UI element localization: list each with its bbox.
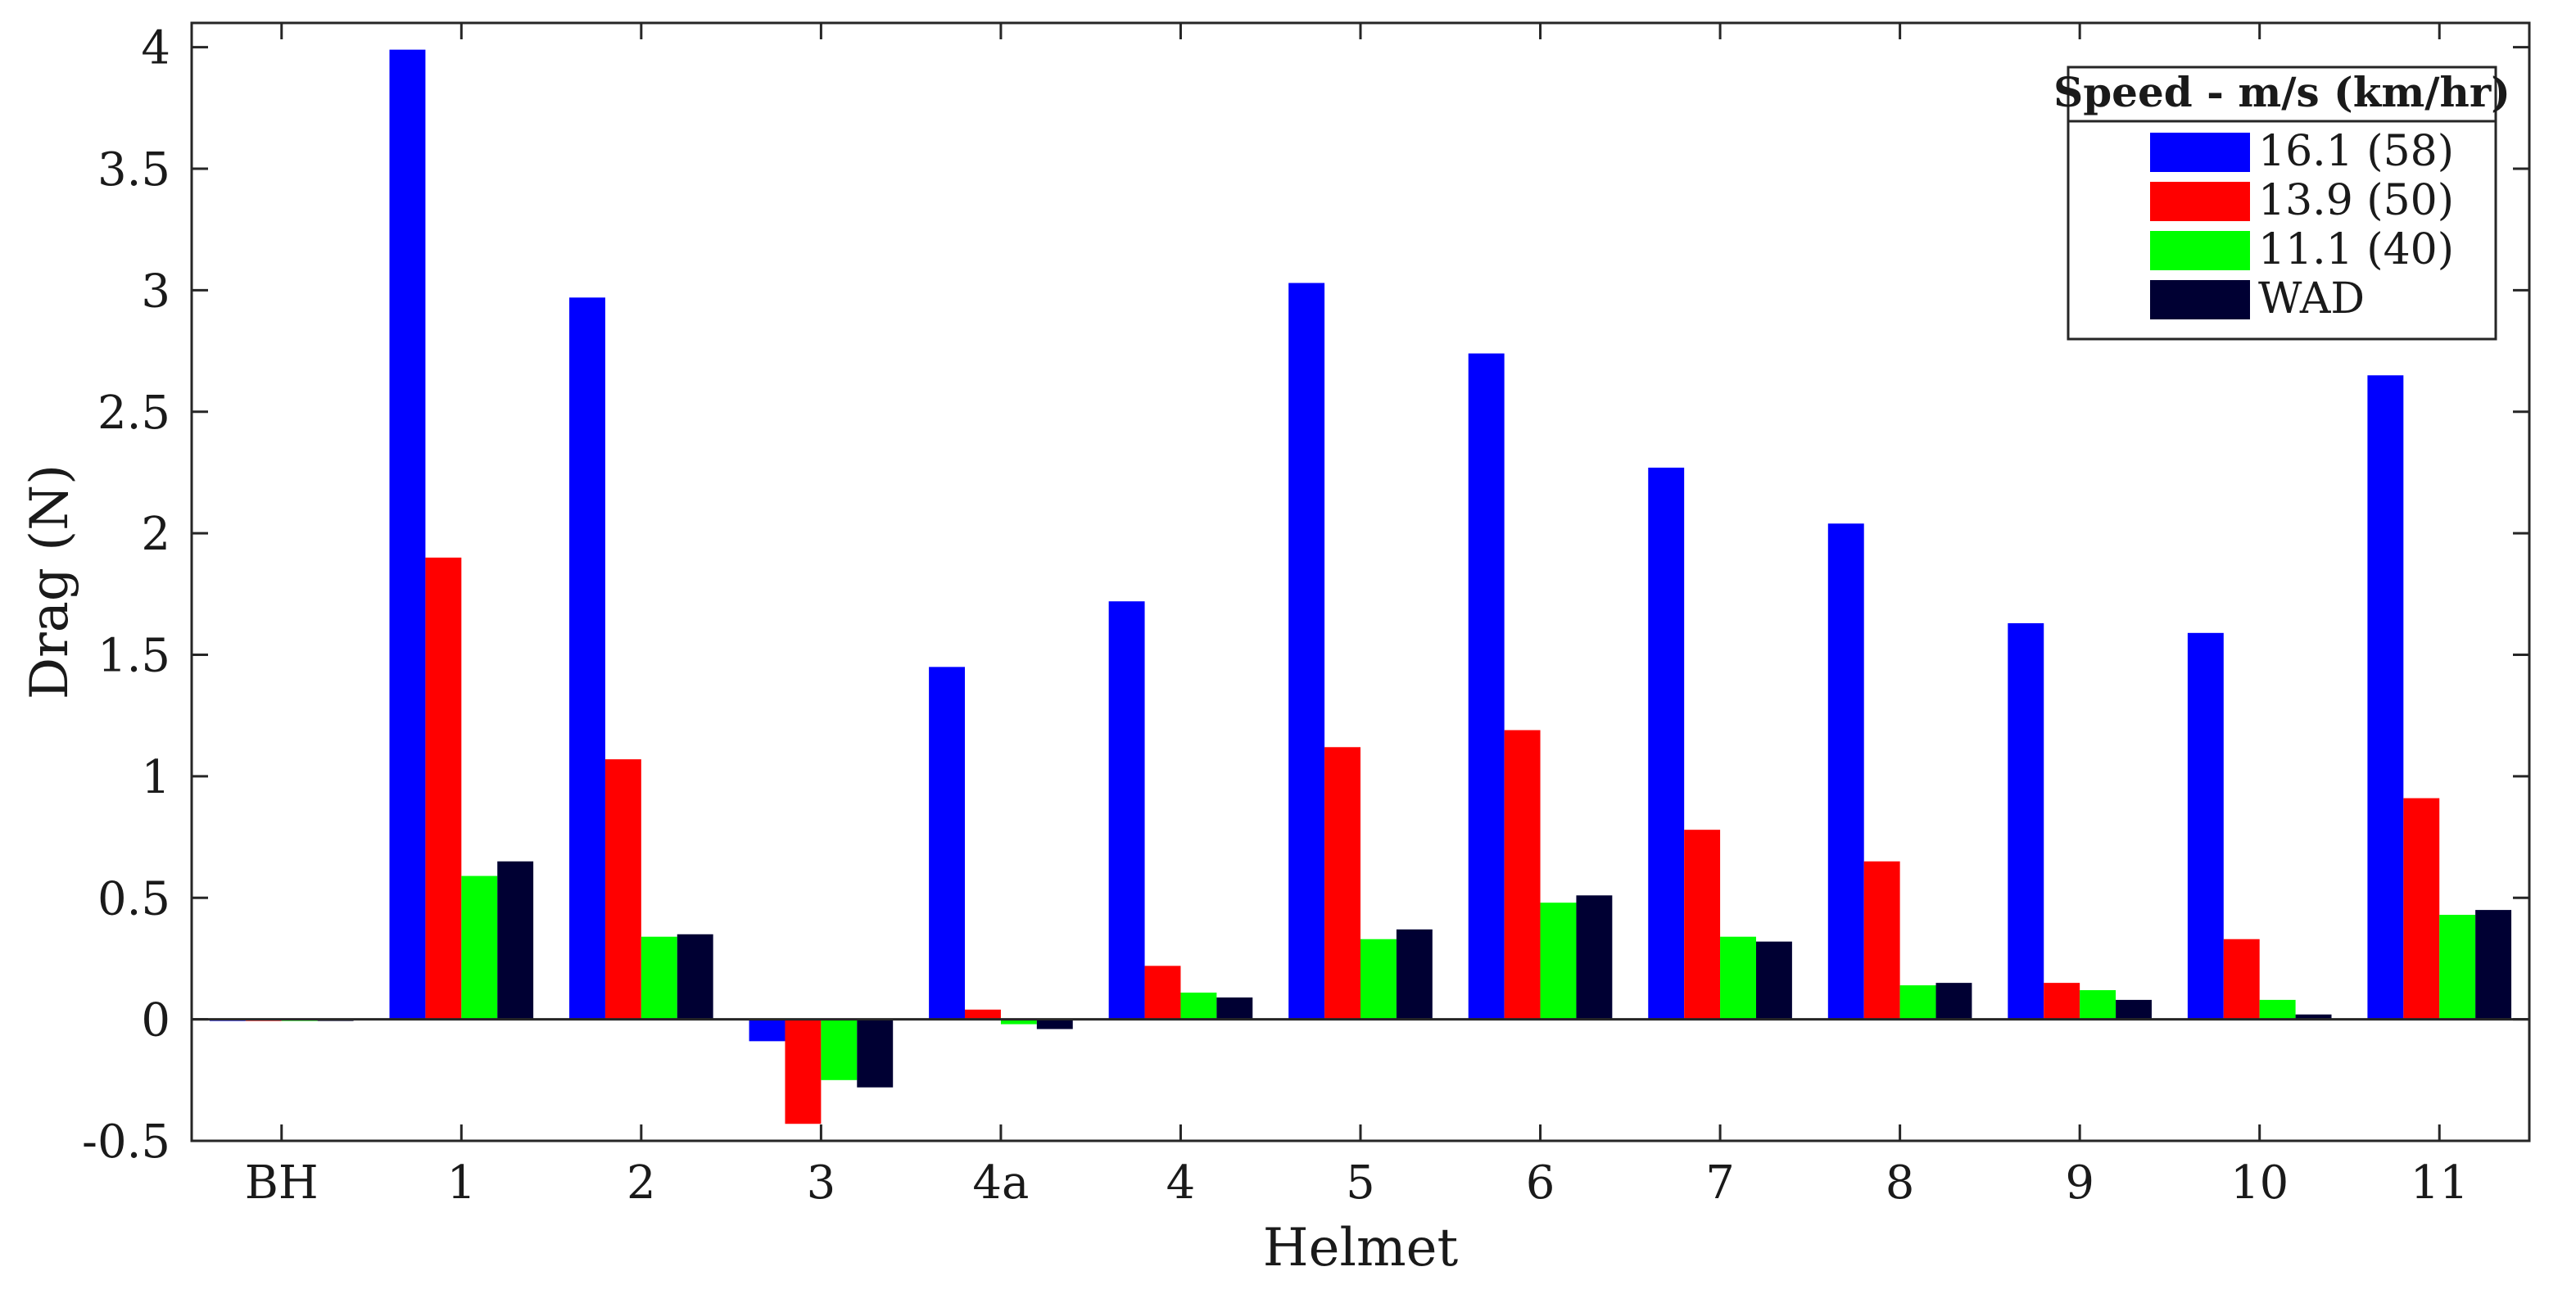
bar-16-1-58--9 — [2008, 622, 2044, 1020]
bar-wad-4 — [1216, 997, 1253, 1020]
bar-13-9-50--5 — [1324, 747, 1360, 1020]
bar-11-1-40--11 — [2439, 915, 2476, 1020]
legend-swatch — [2150, 133, 2250, 172]
y-tick-label: 3.5 — [97, 143, 170, 197]
bar-16-1-58--1 — [389, 49, 426, 1020]
y-axis-ticks: -0.5 0 0.5 1 1.5 2 2.5 3 3.5 4 — [82, 22, 2529, 1169]
bar-16-1-58--6 — [1468, 353, 1505, 1020]
bar-13-9-50--11 — [2403, 798, 2440, 1020]
bar-13-9-50--8 — [1863, 861, 1900, 1020]
x-axis-label: Helmet — [1263, 1218, 1459, 1278]
bar-wad-11 — [2475, 910, 2512, 1020]
y-tick-label: 1 — [141, 751, 170, 804]
legend-title-box — [2067, 66, 2497, 123]
y-tick-label: 0.5 — [97, 872, 170, 925]
bar-wad-5 — [1396, 929, 1433, 1020]
bar-13-9-50--7 — [1684, 830, 1721, 1020]
bar-wad-10 — [2295, 1014, 2332, 1020]
legend-swatch — [2150, 231, 2250, 270]
x-axis-ticks: BH 1 2 3 4a 4 5 6 7 8 9 10 11 — [245, 23, 2469, 1210]
bar-13-9-50--4a — [965, 1009, 1001, 1020]
x-tick-label: 10 — [2230, 1156, 2289, 1210]
bar-11-1-40--4 — [1180, 992, 1217, 1020]
bar-wad-8 — [1935, 983, 1972, 1020]
bar-16-1-58--3 — [749, 1019, 785, 1042]
x-tick-label: 8 — [1886, 1156, 1915, 1210]
x-tick-label: 11 — [2411, 1156, 2469, 1210]
bar-11-1-40--10 — [2259, 999, 2296, 1020]
x-tick-label: 3 — [807, 1156, 836, 1210]
x-tick-label: 6 — [1526, 1156, 1555, 1210]
bar-11-1-40--8 — [1899, 985, 1936, 1020]
y-tick-label: -0.5 — [82, 1115, 170, 1169]
y-tick-label: 3 — [141, 265, 170, 318]
bar-11-1-40--2 — [641, 936, 677, 1020]
bar-wad-3 — [857, 1019, 894, 1088]
x-tick-label: 5 — [1346, 1156, 1375, 1210]
bar-16-1-58--10 — [2187, 632, 2224, 1020]
legend-items: 16.1 (58)13.9 (50)11.1 (40)WAD — [2150, 127, 2454, 323]
bar-11-1-40--1 — [461, 875, 498, 1020]
x-tick-label: 4 — [1166, 1156, 1196, 1210]
y-tick-label: 4 — [141, 22, 170, 75]
bar-11-1-40--4a — [1000, 1019, 1037, 1025]
bar-13-9-50--1 — [425, 557, 462, 1020]
y-axis-label: Drag (N) — [20, 464, 80, 699]
x-tick-label: BH — [245, 1156, 319, 1210]
bar-wad-1 — [497, 861, 534, 1020]
legend-label: 11.1 (40) — [2258, 225, 2454, 274]
bar-13-9-50--3 — [785, 1019, 822, 1124]
x-tick-label: 9 — [2065, 1156, 2094, 1210]
bar-wad-6 — [1576, 895, 1613, 1020]
legend-swatch — [2150, 182, 2250, 221]
bars-group — [209, 49, 2512, 1124]
legend-label: WAD — [2258, 274, 2365, 323]
bar-13-9-50--4 — [1144, 966, 1181, 1020]
legend-label: 13.9 (50) — [2258, 176, 2454, 225]
x-tick-label: 4a — [972, 1156, 1029, 1210]
legend: Speed - m/s (km/hr) 16.1 (58)13.9 (50)11… — [2053, 66, 2510, 341]
bar-wad-4a — [1036, 1019, 1073, 1029]
bar-11-1-40--6 — [1540, 903, 1577, 1020]
bar-16-1-58--4 — [1108, 601, 1145, 1020]
bar-16-1-58--5 — [1288, 283, 1325, 1020]
y-tick-label: 1.5 — [97, 630, 170, 683]
x-tick-label: 7 — [1705, 1156, 1735, 1210]
bar-13-9-50--10 — [2223, 939, 2260, 1020]
bar-13-9-50--6 — [1504, 730, 1541, 1020]
bar-16-1-58--11 — [2367, 375, 2404, 1020]
bar-11-1-40--7 — [1720, 936, 1756, 1020]
bar-11-1-40--5 — [1360, 939, 1397, 1020]
bar-wad-9 — [2116, 999, 2152, 1020]
bar-wad-7 — [1755, 941, 1792, 1020]
y-tick-label: 2 — [141, 508, 170, 561]
legend-label: 16.1 (58) — [2258, 127, 2454, 176]
y-tick-label: 2.5 — [97, 387, 170, 440]
legend-title: Speed - m/s (km/hr) — [2053, 68, 2510, 116]
bar-11-1-40--9 — [2080, 990, 2116, 1020]
bar-13-9-50--9 — [2044, 983, 2080, 1020]
bar-16-1-58--8 — [1827, 523, 1864, 1020]
x-tick-label: 1 — [446, 1156, 476, 1210]
bar-16-1-58--7 — [1648, 468, 1685, 1020]
bar-16-1-58--4a — [929, 667, 966, 1020]
bar-11-1-40--3 — [821, 1019, 858, 1080]
y-tick-label: 0 — [141, 994, 170, 1047]
legend-swatch — [2150, 280, 2250, 319]
bar-16-1-58--2 — [569, 297, 605, 1020]
x-tick-label: 2 — [627, 1156, 656, 1210]
bar-13-9-50--2 — [604, 759, 641, 1020]
bar-wad-2 — [677, 934, 713, 1020]
